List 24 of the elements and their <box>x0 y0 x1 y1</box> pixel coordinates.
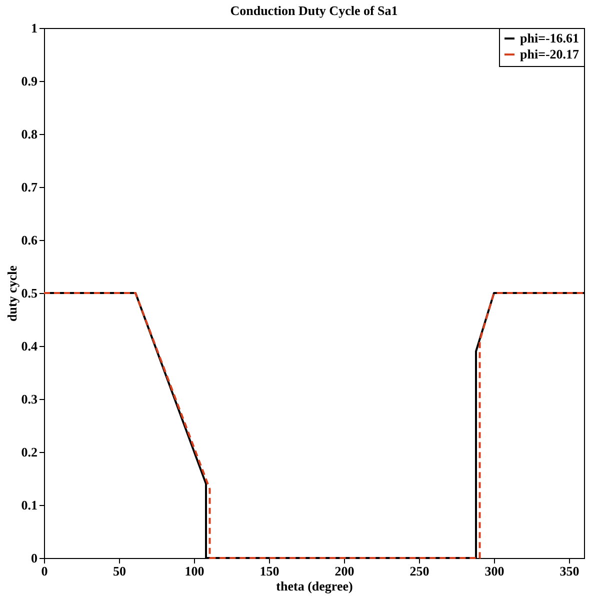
y-tick-label: 0.8 <box>21 126 38 142</box>
x-tick-label: 200 <box>334 564 354 578</box>
y-tick-label: 0.4 <box>21 338 38 354</box>
y-tick-label: 0.5 <box>21 286 38 300</box>
y-tick-label: 0.7 <box>21 180 38 194</box>
chart-title: Conduction Duty Cycle of Sa1 <box>230 3 398 18</box>
y-tick-label: 0 <box>31 550 38 566</box>
x-tick-label: 50 <box>113 564 126 578</box>
legend-label: phi=-20.17 <box>520 46 580 62</box>
y-tick-label: 0.2 <box>21 444 38 460</box>
x-tick-label: 150 <box>260 564 280 578</box>
y-tick-label: 0.6 <box>21 232 38 248</box>
x-tick-label: 100 <box>184 564 204 578</box>
x-tick-label: 0 <box>41 564 48 578</box>
y-tick-label: 0.9 <box>21 74 38 88</box>
x-tick-label: 250 <box>410 564 430 578</box>
x-tick-label: 350 <box>560 564 580 578</box>
x-axis-title: theta (degree) <box>276 578 353 594</box>
x-tick-label: 300 <box>484 564 504 578</box>
y-tick-label: 0.3 <box>21 392 38 406</box>
y-tick-label: 1 <box>31 20 38 36</box>
y-axis-title: duty cycle <box>4 265 20 322</box>
legend-label: phi=-16.61 <box>520 30 580 46</box>
y-tick-label: 0.1 <box>21 498 38 512</box>
